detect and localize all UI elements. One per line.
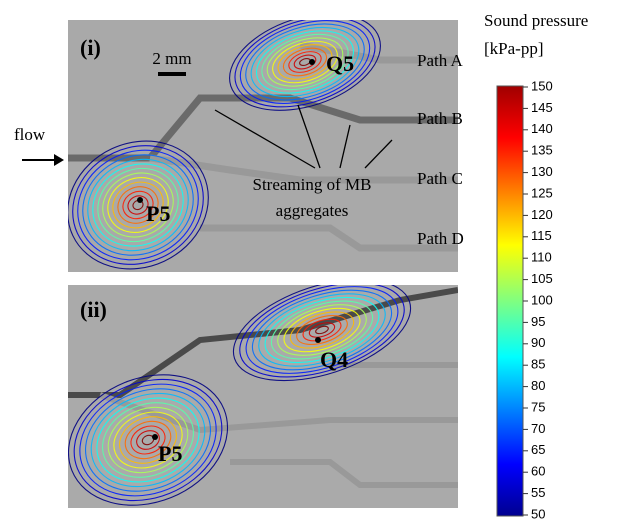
colorbar-tick-label: 140	[531, 121, 553, 136]
colorbar-tick-label: 95	[531, 314, 545, 329]
colorbar-tick-label: 115	[531, 228, 552, 243]
panel-ii: (ii) Q4 P5	[49, 260, 458, 522]
colorbar-tick-label: 105	[531, 271, 553, 286]
path-label: Path D	[417, 229, 464, 248]
panel-label: (i)	[80, 35, 101, 60]
point	[152, 434, 158, 440]
colorbar-tick-label: 135	[531, 143, 553, 158]
path-label: Path A	[417, 51, 464, 70]
colorbar-tick-label: 65	[531, 442, 545, 457]
point-label: P5	[158, 441, 182, 466]
colorbar-scale	[497, 86, 523, 516]
figure: (i) 2 mm Q5 P5 Path A Path B Path C Path…	[0, 0, 642, 522]
panel-i: (i) 2 mm Q5 P5 Path A Path B Path C Path…	[14, 0, 464, 292]
colorbar-tick-label: 100	[531, 292, 553, 307]
colorbar-tick-label: 80	[531, 378, 545, 393]
point	[309, 59, 315, 65]
colorbar-tick-label: 110	[531, 250, 552, 265]
path-label: Path C	[417, 169, 463, 188]
flow-label: flow	[14, 125, 46, 144]
colorbar-tick-label: 145	[531, 100, 553, 115]
colorbar-tick-label: 85	[531, 357, 545, 372]
colorbar-tick-label: 90	[531, 335, 545, 350]
panel-label: (ii)	[80, 297, 107, 322]
flow-arrow	[22, 154, 64, 166]
point-label: Q5	[326, 51, 354, 76]
colorbar-tick-label: 120	[531, 207, 553, 222]
point-label: P5	[146, 201, 170, 226]
point	[315, 337, 321, 343]
scale-label: 2 mm	[152, 49, 191, 68]
colorbar-tick-label: 70	[531, 421, 545, 436]
colorbar-tick-label: 60	[531, 464, 545, 479]
colorbar-title: [kPa-pp]	[484, 39, 543, 58]
colorbar-tick-label: 125	[531, 185, 553, 200]
colorbar-tick-label: 150	[531, 78, 553, 93]
colorbar: Sound pressure [kPa-pp] 150 145 140 135 130 1…	[484, 11, 588, 522]
annotation: aggregates	[276, 201, 349, 220]
point-label: Q4	[320, 347, 348, 372]
colorbar-tick-label: 130	[531, 164, 553, 179]
path-label: Path B	[417, 109, 463, 128]
annotation: Streaming of MB	[253, 175, 372, 194]
colorbar-title: Sound pressure	[484, 11, 588, 30]
colorbar-tick-label: 50	[531, 506, 545, 521]
colorbar-tick-label: 75	[531, 399, 545, 414]
point	[137, 197, 143, 203]
colorbar-tick-label: 55	[531, 485, 545, 500]
